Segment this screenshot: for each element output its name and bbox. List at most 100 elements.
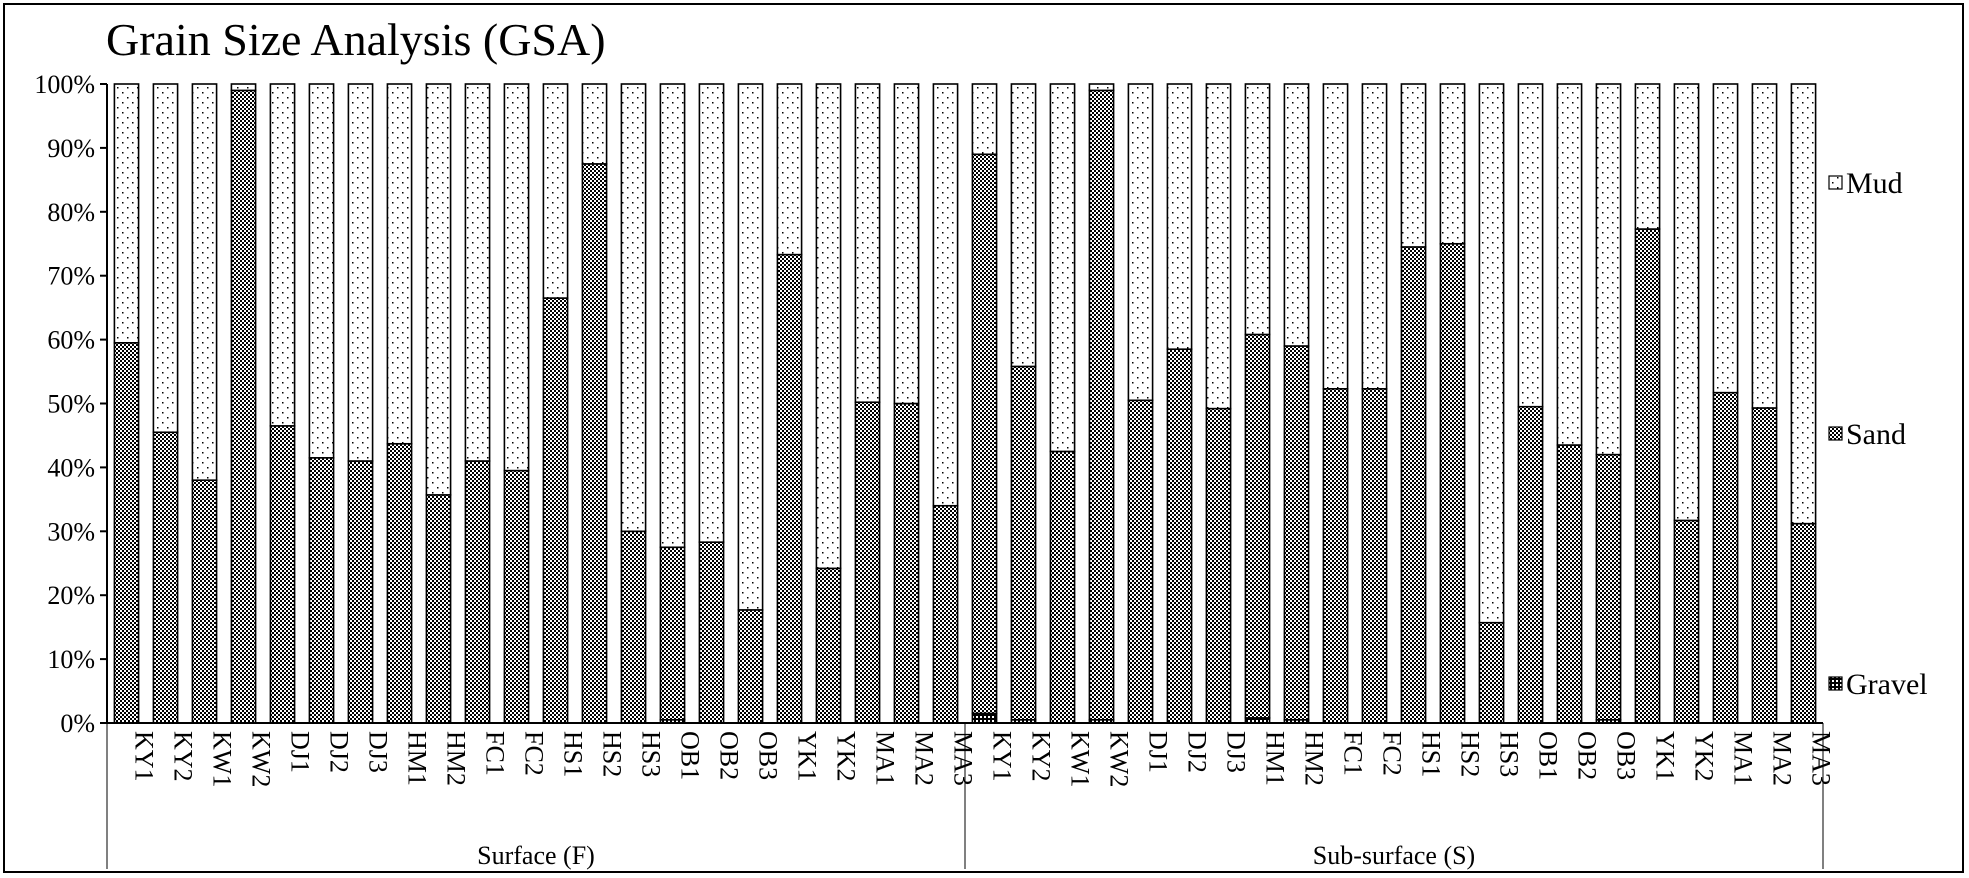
category-label: KY2 [169, 731, 198, 782]
bar-sand [1361, 388, 1388, 724]
bar-sand [1400, 246, 1427, 724]
bar-mud [1478, 83, 1505, 624]
category-label: DJ3 [1222, 731, 1251, 773]
category-label: OB2 [715, 731, 744, 780]
category-label: FC1 [481, 731, 510, 776]
bar-mud [1244, 83, 1271, 336]
category-label: HS1 [1417, 731, 1446, 777]
bar-sand [113, 341, 140, 724]
bar-mud [1673, 83, 1700, 522]
category-label: DJ2 [1183, 731, 1212, 773]
y-tick-label: 80% [47, 198, 95, 227]
bar-sand [1049, 450, 1076, 724]
bar-mud [620, 83, 647, 533]
bar-sand [659, 546, 686, 721]
bar-sand [1478, 621, 1505, 724]
y-tick-label: 60% [47, 326, 95, 355]
group-label: Sub-surface (S) [1313, 841, 1475, 870]
category-label: OB3 [754, 731, 783, 780]
y-axis: 0% 10% 20% 30% 40% 50% 60% 70% 80% 90% 100% [34, 70, 108, 738]
bar-mud [659, 83, 686, 549]
bar-mud [893, 83, 920, 405]
y-tick-label: 100% [34, 70, 95, 99]
category-label: HM1 [1261, 731, 1290, 786]
bar-sand [893, 402, 920, 724]
category-label: YK1 [1651, 731, 1680, 782]
chart-title: Grain Size Analysis (GSA) [106, 14, 606, 65]
bar-mud [1322, 83, 1349, 390]
category-label: MA1 [871, 731, 900, 786]
chart-frame [3, 3, 1964, 873]
bar-sand [1283, 345, 1310, 721]
bar-mud [425, 83, 452, 496]
bar-sand [971, 153, 998, 715]
bar-mud [152, 83, 179, 434]
legend-swatch-mud [1828, 175, 1843, 190]
category-label: HS1 [559, 731, 588, 777]
bar-mud [542, 83, 569, 299]
category-label: KW2 [1105, 731, 1134, 787]
bar-mud [1712, 83, 1739, 394]
bars [113, 83, 1817, 724]
category-label: YK2 [1690, 731, 1719, 782]
bar-mud [776, 83, 803, 256]
category-label: KY1 [988, 731, 1017, 782]
bar-mud [932, 83, 959, 507]
category-label: KY2 [1027, 731, 1056, 782]
bar-sand [581, 163, 608, 724]
legend-label-gravel: Gravel [1846, 668, 1928, 701]
bar-mud [581, 83, 608, 165]
bar-sand [1634, 228, 1661, 724]
category-label: HM1 [403, 731, 432, 786]
bar-mud [971, 83, 998, 156]
bar-mud [1751, 83, 1778, 409]
bar-mud [1127, 83, 1154, 402]
bar-sand [1088, 89, 1115, 721]
bar-sand [1790, 522, 1817, 724]
category-label: MA1 [1729, 731, 1758, 786]
bar-sand [308, 457, 335, 724]
bar-sand [1127, 399, 1154, 724]
bar-mud [464, 83, 491, 462]
bar-mud [1049, 83, 1076, 453]
category-label: DJ3 [364, 731, 393, 773]
category-label: KW2 [247, 731, 276, 787]
category-label: FC2 [520, 731, 549, 776]
category-label: KW1 [1066, 731, 1095, 787]
y-tick-label: 20% [47, 581, 95, 610]
bar-sand [1751, 407, 1778, 724]
bar-mud [1205, 83, 1232, 410]
category-label: OB1 [1534, 731, 1563, 780]
bar-mud [815, 83, 842, 570]
bar-sand [1439, 242, 1466, 724]
bar-sand [230, 89, 257, 724]
bar-sand [698, 541, 725, 724]
bar-mud [503, 83, 530, 472]
y-tick-label: 40% [47, 453, 95, 482]
bar-mud [1088, 83, 1115, 92]
category-label: MA3 [949, 731, 978, 786]
category-label: OB1 [676, 731, 705, 780]
y-tick-label: 30% [47, 517, 95, 546]
bar-sand [425, 494, 452, 724]
bar-mud [1634, 83, 1661, 230]
bar-sand [503, 469, 530, 724]
category-label: KY1 [130, 731, 159, 782]
category-label: HM2 [442, 731, 471, 786]
bar-mud [1166, 83, 1193, 350]
legend: Mud Sand Gravel [1828, 167, 1928, 701]
bar-mud [854, 83, 881, 404]
legend-label-mud: Mud [1846, 167, 1903, 200]
bar-sand [152, 431, 179, 724]
category-label: MA2 [910, 731, 939, 786]
category-label: YK1 [793, 731, 822, 782]
bar-mud [1361, 83, 1388, 390]
bar-gravel [971, 712, 998, 724]
y-tick-label: 70% [47, 262, 95, 291]
bar-sand [464, 460, 491, 724]
category-label: HS2 [598, 731, 627, 777]
bar-mud [698, 83, 725, 543]
category-label: DJ2 [325, 731, 354, 773]
bar-sand [737, 609, 764, 724]
